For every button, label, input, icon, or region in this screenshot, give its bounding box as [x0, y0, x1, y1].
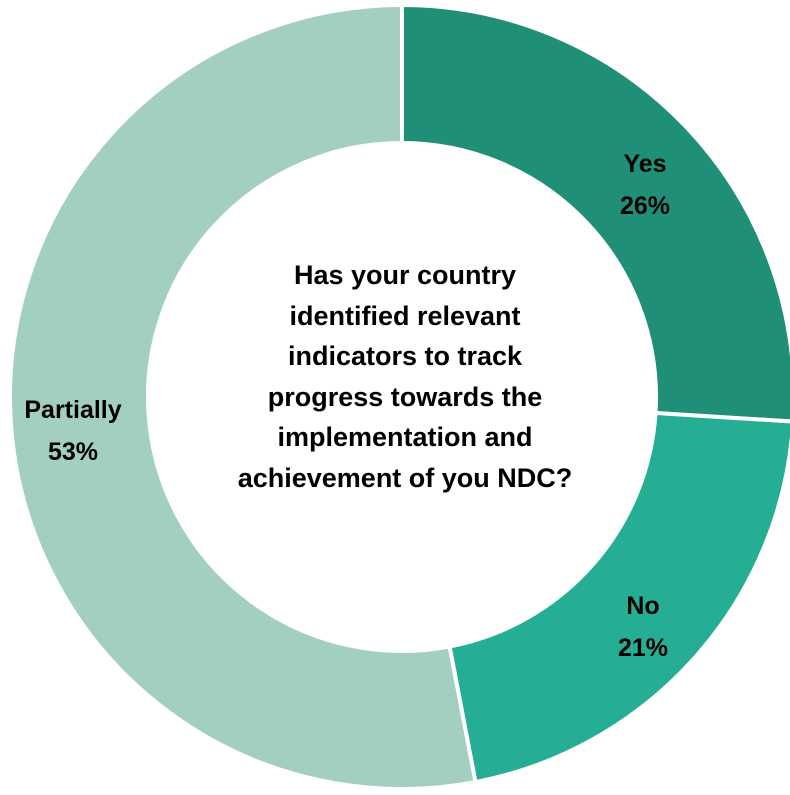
slice-no	[447, 410, 790, 785]
slice-percent-no: 21%	[617, 634, 669, 662]
slice-name-no: No	[626, 592, 660, 620]
donut-slices	[8, 2, 790, 791]
slice-partially	[8, 2, 478, 791]
slice-name-yes: Yes	[623, 150, 667, 178]
slice-label-yes: Yes 26%	[590, 143, 700, 227]
center-text-line-3: indicators to track	[287, 341, 523, 371]
slice-name-partially: Partially	[24, 396, 122, 424]
center-text-line-6: achievement of you NDC?	[237, 462, 573, 493]
slice-yes	[400, 2, 790, 424]
slice-percent-partially: 53%	[47, 438, 99, 466]
slice-percent-yes: 26%	[619, 192, 671, 220]
center-text-line-2: identified relevant	[289, 300, 521, 331]
center-text-line-1: Has your country	[293, 260, 517, 290]
slice-label-no: No 21%	[588, 585, 698, 669]
chart-center-question: Has your country identified relevant ind…	[215, 255, 595, 498]
center-text-line-5: implementation and	[277, 422, 533, 452]
center-text-line-4: progress towards the	[267, 381, 543, 412]
slice-label-partially: Partially 53%	[8, 389, 138, 473]
